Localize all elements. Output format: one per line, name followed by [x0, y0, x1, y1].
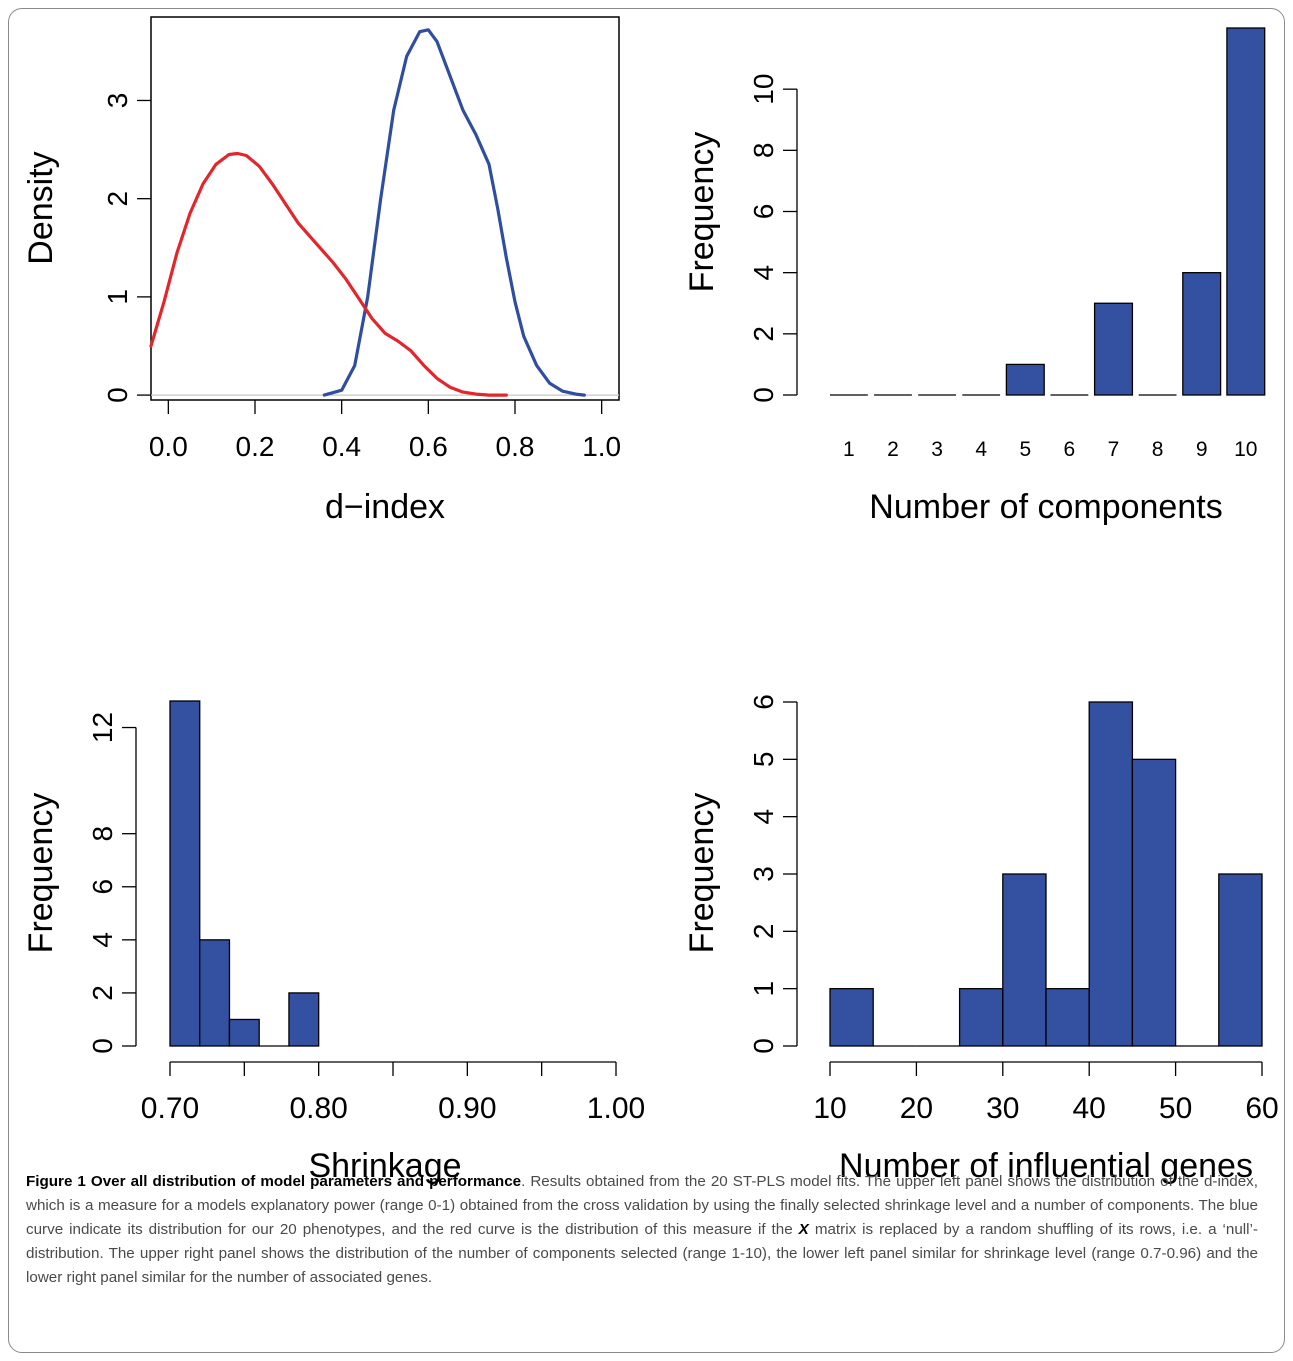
histogram-bin	[228, 1018, 260, 1047]
genes-histogram: 10 20 30 40 50 60 0 1 2 3 4 5 6 Number of influenti…	[683, 694, 1279, 1185]
y-tick-label: 8	[748, 143, 779, 159]
plot-box	[150, 16, 620, 401]
x-tick-label: 0.80	[289, 1092, 347, 1125]
density-plot: 0.0 0.2 0.4 0.6 0.8 1.0 0 1 2 3 d−index Density	[22, 16, 621, 526]
y-tick-label: 2	[87, 985, 118, 1001]
y-tick-label: 4	[87, 932, 118, 948]
y-tick-label: 1	[102, 289, 133, 305]
y-axis-label: Frequency	[683, 793, 721, 954]
y-tick-label: 0	[748, 1038, 779, 1054]
x-tick-label: 40	[1073, 1092, 1106, 1125]
histogram-bin	[1131, 758, 1177, 1047]
y-tick-label: 6	[748, 694, 779, 710]
x-axis-label: Shrinkage	[308, 1147, 461, 1185]
category-label: 9	[1196, 438, 1208, 461]
x-tick-label: 20	[900, 1092, 933, 1125]
y-axis-label: Density	[22, 151, 60, 264]
histogram-bin	[288, 992, 320, 1047]
x-tick-label: 50	[1159, 1092, 1192, 1125]
y-tick-label: 0	[748, 387, 779, 403]
components-histogram: 1 2 3 4 5 6 7 8 9 10 0 2 4 6 8 10 Number of components…	[683, 27, 1266, 526]
x-tick-label: 0.6	[409, 431, 448, 462]
histogram-bin	[1045, 988, 1090, 1047]
y-tick-label: 0	[87, 1038, 118, 1054]
x-tick-label: 0.4	[322, 431, 361, 462]
bar	[1226, 27, 1266, 396]
caption-text: . Results obtained from the 20 ST-PLS mo…	[26, 1173, 1258, 1238]
caption-title: Over all distribution of model parameter…	[90, 1173, 522, 1190]
y-tick-label: 4	[748, 809, 779, 825]
y-tick-label: 6	[87, 879, 118, 895]
bar	[1093, 302, 1134, 396]
y-axis-label: Frequency	[683, 132, 721, 293]
x-tick-label: 0.0	[149, 431, 188, 462]
histogram-bin	[1002, 873, 1047, 1047]
x-tick-label: 1.0	[582, 431, 621, 462]
caption-label: Figure 1	[26, 1173, 86, 1190]
bar	[1005, 363, 1045, 396]
x-tick-label: 30	[986, 1092, 1019, 1125]
blue-density-curve	[322, 28, 586, 397]
x-tick-label: 0.8	[496, 431, 535, 462]
y-tick-label: 4	[748, 265, 779, 281]
category-label: 1	[843, 438, 855, 461]
y-tick-label: 2	[748, 326, 779, 342]
category-label: 4	[975, 438, 987, 461]
shrinkage-histogram: 0.70 0.80 0.90 1.00 0 2 4 6 8 12 Shrinkage Frequ…	[22, 700, 645, 1185]
histogram-bin	[958, 988, 1004, 1047]
category-label: 10	[1234, 438, 1257, 461]
x-tick-label: 1.00	[587, 1092, 645, 1125]
histogram-bin	[829, 988, 874, 1047]
x-axis-label: Number of components	[869, 488, 1222, 526]
x-axis-label: d−index	[325, 488, 445, 526]
x-axis-label: Number of influential genes	[839, 1147, 1253, 1185]
red-density-curve	[149, 151, 508, 397]
histogram-bin	[1088, 701, 1134, 1047]
figure-caption: Figure 1 Over all distribution of model …	[26, 1170, 1258, 1290]
category-label: 3	[931, 438, 943, 461]
y-axis-label: Frequency	[22, 793, 60, 954]
y-tick-label: 2	[102, 191, 133, 207]
y-tick-label: 6	[748, 204, 779, 220]
y-tick-label: 0	[102, 387, 133, 403]
y-tick-label: 12	[87, 712, 118, 743]
matrix-symbol: X	[798, 1221, 809, 1238]
x-tick-label: 10	[813, 1092, 846, 1125]
y-tick-label: 2	[748, 924, 779, 940]
histogram-bin	[169, 700, 201, 1047]
histogram-bin	[199, 939, 231, 1047]
y-tick-label: 3	[748, 866, 779, 882]
y-tick-label: 3	[102, 93, 133, 109]
category-label: 2	[887, 438, 899, 461]
caption-text-end: matrix is replaced by a random shuffling…	[26, 1221, 1258, 1286]
category-label: 8	[1152, 438, 1164, 461]
histogram-bin	[1218, 873, 1263, 1047]
category-label: 6	[1064, 438, 1076, 461]
category-label: 7	[1108, 438, 1120, 461]
category-label: 5	[1019, 438, 1031, 461]
bar	[1182, 272, 1222, 396]
figure-frame	[8, 8, 1285, 1353]
x-tick-label: 0.90	[438, 1092, 496, 1125]
x-tick-label: 0.2	[236, 431, 275, 462]
y-tick-label: 8	[87, 826, 118, 842]
y-tick-label: 10	[748, 74, 779, 105]
x-tick-label: 0.70	[141, 1092, 199, 1125]
y-tick-label: 5	[748, 752, 779, 768]
y-tick-label: 1	[748, 981, 779, 997]
x-tick-label: 60	[1245, 1092, 1278, 1125]
